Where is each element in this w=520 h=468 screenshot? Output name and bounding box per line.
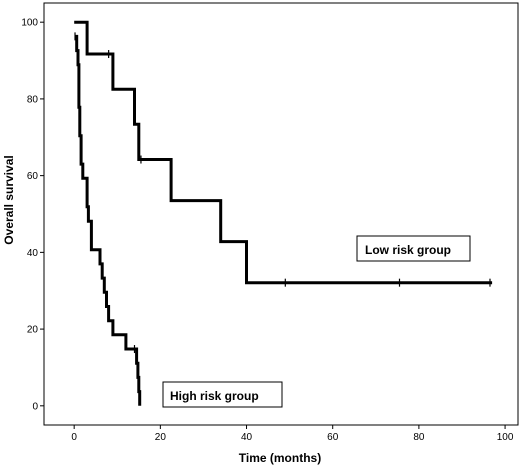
- y-tick-label: 20: [27, 325, 39, 336]
- x-axis-ticks: 0 20 40 60 80 100: [71, 425, 514, 443]
- y-tick-label: 40: [27, 248, 39, 259]
- y-tick-label: 80: [27, 94, 39, 105]
- low-risk-curve: [74, 20, 493, 285]
- x-tick-label: 60: [327, 432, 339, 443]
- low-risk-label-box: [356, 235, 471, 262]
- x-tick-label: 40: [241, 432, 253, 443]
- x-tick-label: 100: [497, 432, 514, 443]
- x-axis-label: Time (months): [239, 451, 321, 465]
- low-risk-label: Low risk group: [365, 243, 451, 257]
- survival-curves: [74, 20, 493, 406]
- high-risk-label: High risk group: [170, 389, 259, 403]
- y-tick-label: 0: [32, 401, 38, 412]
- high-risk-label-box: [162, 381, 283, 408]
- y-axis-label: Overall survival: [2, 155, 16, 244]
- x-tick-label: 80: [413, 432, 425, 443]
- y-tick-label: 60: [27, 171, 39, 182]
- legend-low-risk: Low risk group: [356, 235, 471, 262]
- high-risk-curve: [75, 34, 142, 406]
- y-axis-ticks: 0 20 40 60 80 100: [21, 18, 44, 412]
- y-tick-label: 100: [21, 18, 38, 29]
- legend-high-risk: High risk group: [162, 381, 283, 408]
- plot-frame: [43, 2, 519, 426]
- x-tick-label: 20: [155, 432, 167, 443]
- x-tick-label: 0: [71, 432, 77, 443]
